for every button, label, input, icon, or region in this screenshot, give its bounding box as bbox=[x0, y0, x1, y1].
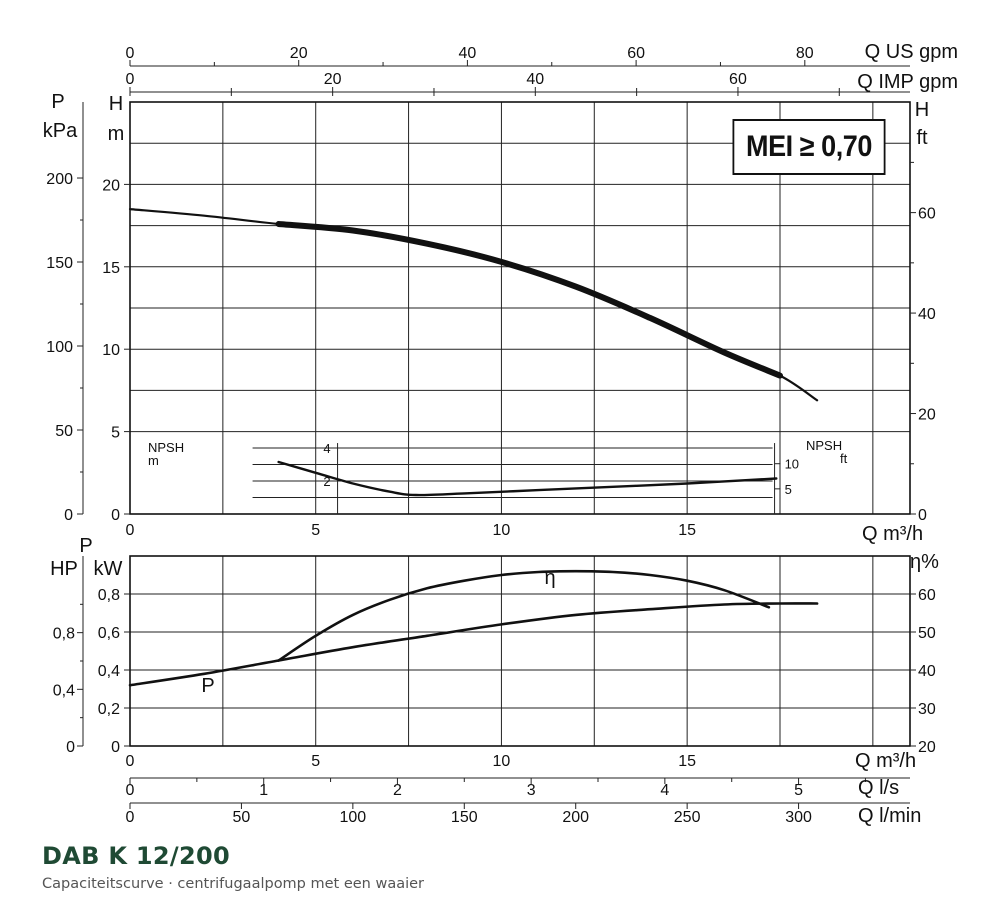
q-lmin-tick-label: 150 bbox=[451, 809, 478, 826]
efficiency-curve bbox=[277, 569, 771, 662]
head-ft-axis-tick-label: 40 bbox=[918, 306, 936, 323]
npsh-right-tick-label: 10 bbox=[785, 457, 799, 472]
kw-axis-label-symbol: P bbox=[79, 535, 92, 557]
head-m-axis-label-unit: m bbox=[108, 123, 125, 145]
kpa-axis-label-symbol: P bbox=[51, 91, 64, 113]
q-lmin-tick-label: 300 bbox=[785, 809, 812, 826]
kw-axis-tick-label: 0,4 bbox=[98, 663, 120, 680]
q-lmin-tick-label: 250 bbox=[674, 809, 701, 826]
kpa-axis-tick-label: 200 bbox=[46, 171, 73, 188]
q-lmin-axis-label: Q l/min bbox=[858, 805, 921, 827]
power-panel-frame bbox=[129, 555, 911, 747]
head-x-axis-label: Q m³/h bbox=[862, 523, 923, 545]
hp-axis-tick-label: 0 bbox=[66, 739, 75, 756]
head-x-tick-label: 10 bbox=[493, 522, 511, 539]
q-ls-tick-label: 2 bbox=[393, 782, 402, 799]
top-axis-imp-gpm-tick-label: 20 bbox=[324, 71, 342, 88]
q-lmin-tick-label: 0 bbox=[126, 809, 135, 826]
eta-axis-tick-label: 30 bbox=[918, 701, 936, 718]
efficiency-curve-label: η bbox=[544, 567, 555, 589]
power-curve-label: P bbox=[201, 675, 214, 697]
hp-axis-label: HP bbox=[50, 558, 78, 580]
head-ft-axis-tick-label: 20 bbox=[918, 407, 936, 424]
eta-axis-tick-label: 40 bbox=[918, 663, 936, 680]
power-x-tick-label: 15 bbox=[678, 753, 696, 770]
npsh-left-tick-label: 4 bbox=[323, 441, 330, 456]
kpa-axis-tick-label: 150 bbox=[46, 255, 73, 272]
top-axis-imp-gpm-tick-label: 0 bbox=[126, 71, 135, 88]
power-curve bbox=[128, 602, 819, 687]
q-ls-tick-label: 0 bbox=[126, 782, 135, 799]
chart-subtitle: Capaciteitscurve · centrifugaalpomp met … bbox=[42, 876, 425, 892]
q-lmin-tick-label: 100 bbox=[340, 809, 367, 826]
top-axis-imp-gpm-label: Q IMP gpm bbox=[857, 71, 958, 93]
top-axis-us-gpm-tick-label: 20 bbox=[290, 45, 308, 62]
head-x-tick-label: 15 bbox=[678, 522, 696, 539]
q-lmin-tick-label: 50 bbox=[233, 809, 251, 826]
head-m-axis-tick-label: 10 bbox=[102, 342, 120, 359]
top-axis-imp-gpm-tick-label: 60 bbox=[729, 71, 747, 88]
power-x-axis-label: Q m³/h bbox=[855, 750, 916, 772]
head-ft-axis-tick-label: 0 bbox=[918, 507, 927, 524]
npsh-right-label-unit: ft bbox=[840, 451, 848, 466]
hp-axis-tick-label: 0,4 bbox=[53, 682, 75, 699]
head-curve-operating-range bbox=[275, 221, 783, 379]
npsh-curve bbox=[277, 460, 778, 497]
head-m-axis-tick-label: 5 bbox=[111, 425, 120, 442]
npsh-left-label-unit: m bbox=[148, 453, 159, 468]
eta-axis-tick-label: 50 bbox=[918, 625, 936, 642]
power-x-tick-label: 10 bbox=[493, 753, 511, 770]
top-axis-us-gpm-tick-label: 0 bbox=[126, 45, 135, 62]
q-ls-axis-label: Q l/s bbox=[858, 777, 899, 799]
mei-badge: MEI ≥ 0,70 bbox=[732, 119, 886, 175]
kw-axis-label-unit: kW bbox=[94, 558, 123, 580]
head-curve bbox=[128, 208, 819, 402]
head-x-tick-label: 0 bbox=[126, 522, 135, 539]
top-axis-us-gpm-tick-label: 80 bbox=[796, 45, 814, 62]
top-axis-us-gpm-tick-label: 60 bbox=[627, 45, 645, 62]
eta-axis-tick-label: 60 bbox=[918, 587, 936, 604]
kw-axis-tick-label: 0 bbox=[111, 739, 120, 756]
npsh-left-label-title: NPSH bbox=[148, 440, 184, 455]
kw-axis-tick-label: 0,2 bbox=[98, 701, 120, 718]
eta-axis-label: η% bbox=[910, 551, 939, 573]
eta-axis-tick-label: 20 bbox=[918, 739, 936, 756]
head-ft-axis-label-symbol: H bbox=[915, 99, 929, 121]
top-axis-imp-gpm-tick-label: 40 bbox=[526, 71, 544, 88]
head-ft-axis-label-unit: ft bbox=[916, 127, 928, 149]
head-x-tick-label: 5 bbox=[311, 522, 320, 539]
hp-axis-tick-label: 0,8 bbox=[53, 626, 75, 643]
pump-model-title: DAB K 12/200 bbox=[42, 842, 230, 870]
kpa-axis-tick-label: 100 bbox=[46, 339, 73, 356]
npsh-right-tick-label: 5 bbox=[785, 482, 792, 497]
q-ls-tick-label: 5 bbox=[794, 782, 803, 799]
head-ft-axis-tick-label: 60 bbox=[918, 206, 936, 223]
q-ls-tick-label: 1 bbox=[259, 782, 268, 799]
head-m-axis-tick-label: 15 bbox=[102, 260, 120, 277]
kpa-axis-tick-label: 0 bbox=[64, 507, 73, 524]
npsh-right-label-title: NPSH bbox=[806, 438, 842, 453]
footer: DAB K 12/200 Capaciteitscurve · centrifu… bbox=[42, 842, 424, 892]
q-ls-tick-label: 3 bbox=[527, 782, 536, 799]
head-m-axis-tick-label: 20 bbox=[102, 177, 120, 194]
q-ls-tick-label: 4 bbox=[660, 782, 669, 799]
power-x-tick-label: 5 bbox=[311, 753, 320, 770]
kw-axis-tick-label: 0,8 bbox=[98, 587, 120, 604]
top-axis-us-gpm-tick-label: 40 bbox=[459, 45, 477, 62]
top-axis-us-gpm-label: Q US gpm bbox=[865, 41, 958, 63]
head-panel-frame bbox=[129, 101, 911, 515]
head-m-axis-tick-label: 0 bbox=[111, 507, 120, 524]
kpa-axis-tick-label: 50 bbox=[55, 423, 73, 440]
kw-axis-tick-label: 0,6 bbox=[98, 625, 120, 642]
kpa-axis-label-unit: kPa bbox=[43, 120, 78, 142]
npsh-left-tick-label: 2 bbox=[323, 474, 330, 489]
q-lmin-tick-label: 200 bbox=[562, 809, 589, 826]
head-m-axis-label-symbol: H bbox=[109, 93, 123, 115]
pump-performance-chart: 0 20 40 60 80 0 20 40 60 Q US gpm Q IMP gpm 0 50 100 1… bbox=[43, 41, 958, 827]
power-x-tick-label: 0 bbox=[126, 753, 135, 770]
